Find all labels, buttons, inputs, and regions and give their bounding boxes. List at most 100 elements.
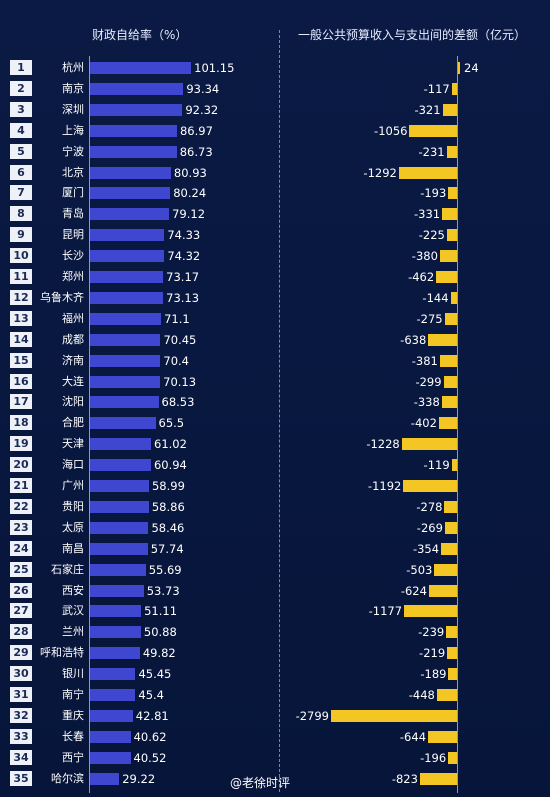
city-label: 银川: [62, 667, 84, 681]
self-sufficiency-bar: [90, 689, 136, 701]
rank-badge: 20: [10, 457, 32, 473]
self-sufficiency-bar: [90, 521, 149, 534]
self-sufficiency-value: 29.22: [122, 771, 156, 786]
self-sufficiency-bar: [90, 312, 162, 325]
budget-gap-bar: [448, 668, 457, 681]
self-sufficiency-value: 58.86: [151, 499, 185, 514]
self-sufficiency-bar: [90, 333, 161, 346]
self-sufficiency-bar: [90, 438, 152, 451]
watermark: @老徐时评: [230, 776, 291, 790]
budget-gap-bar: [439, 354, 457, 367]
self-sufficiency-bar: [90, 605, 142, 618]
rank-badge: 30: [10, 666, 32, 682]
self-sufficiency-bar: [90, 62, 192, 74]
budget-gap-value: 24: [464, 61, 479, 75]
rank-badge: 32: [10, 707, 32, 723]
self-sufficiency-value: 49.82: [142, 646, 176, 661]
self-sufficiency-value: 53.73: [146, 583, 180, 598]
rank-badge: 8: [10, 206, 32, 222]
budget-gap-bar: [448, 751, 457, 764]
self-sufficiency-bar: [90, 584, 144, 597]
city-label: 南京: [62, 81, 84, 95]
rank-badge: 25: [10, 561, 32, 577]
budget-gap-bar: [419, 772, 457, 785]
city-label: 长沙: [62, 249, 84, 263]
self-sufficiency-value: 51.11: [144, 604, 178, 619]
budget-gap-value: -219: [419, 646, 446, 661]
rank-badge: 14: [10, 331, 32, 347]
city-label: 西安: [62, 583, 84, 597]
rank-badge: 9: [10, 227, 32, 243]
rank-badge: 33: [10, 728, 32, 744]
self-sufficiency-bar: [90, 271, 164, 283]
self-sufficiency-value: 68.53: [161, 395, 195, 410]
city-label: 杭州: [62, 61, 84, 74]
rank-badge: 18: [10, 415, 32, 431]
budget-gap-bar: [434, 563, 457, 576]
self-sufficiency-value: 80.93: [173, 165, 207, 180]
budget-gap-value: -144: [422, 290, 449, 305]
budget-gap-value: -225: [418, 228, 445, 243]
budget-gap-value: -381: [411, 353, 438, 368]
rank-badge: 11: [10, 269, 32, 284]
self-sufficiency-bar: [90, 166, 171, 179]
budget-gap-value: -117: [423, 81, 450, 96]
self-sufficiency-value: 86.73: [179, 144, 213, 159]
budget-gap-value: -193: [420, 186, 447, 201]
self-sufficiency-value: 74.32: [167, 249, 201, 264]
self-sufficiency-value: 55.69: [148, 562, 182, 577]
city-label: 宁波: [62, 144, 84, 158]
self-sufficiency-value: 45.45: [138, 667, 172, 682]
self-sufficiency-value: 70.4: [163, 353, 189, 368]
self-sufficiency-value: 58.46: [151, 520, 185, 535]
budget-gap-bar: [398, 166, 457, 179]
budget-gap-value: -462: [408, 270, 435, 284]
self-sufficiency-value: 92.32: [185, 102, 219, 117]
self-sufficiency-bar: [90, 772, 120, 785]
self-sufficiency-bar: [90, 229, 165, 242]
self-sufficiency-bar: [90, 542, 148, 555]
budget-gap-value: -331: [414, 207, 441, 222]
self-sufficiency-value: 40.62: [133, 729, 167, 744]
left-chart-title: 财政自给率（%）: [92, 28, 188, 42]
self-sufficiency-value: 73.13: [166, 290, 200, 305]
self-sufficiency-bar: [90, 668, 136, 681]
budget-gap-bar: [428, 584, 457, 597]
budget-gap-bar: [442, 103, 457, 116]
budget-gap-value: -1192: [367, 479, 402, 493]
budget-gap-bar: [436, 689, 457, 701]
self-sufficiency-bar: [90, 626, 141, 639]
right-chart-title: 一般公共预算收入与支出间的差额（亿元）: [298, 28, 527, 42]
budget-gap-bar: [428, 730, 457, 743]
self-sufficiency-bar: [90, 459, 151, 472]
rank-badge: 15: [10, 352, 32, 368]
budget-gap-value: -823: [391, 771, 418, 786]
rank-badge: 22: [10, 498, 32, 514]
rank-badge: 4: [10, 122, 32, 138]
budget-gap-value: -503: [406, 562, 433, 577]
self-sufficiency-bar: [90, 375, 161, 388]
budget-gap-value: -239: [418, 625, 445, 640]
budget-gap-value: -299: [415, 374, 442, 389]
right-axis-line: [457, 56, 458, 793]
rank-badge: 24: [10, 540, 32, 556]
budget-gap-value: -448: [408, 688, 435, 702]
self-sufficiency-value: 70.13: [163, 374, 197, 389]
city-label: 武汉: [62, 604, 84, 618]
self-sufficiency-value: 45.4: [138, 688, 164, 702]
budget-gap-value: -231: [418, 144, 445, 159]
city-label: 沈阳: [62, 395, 84, 409]
budget-gap-value: -380: [411, 249, 438, 264]
self-sufficiency-bar: [90, 709, 133, 722]
budget-gap-bar: [458, 62, 460, 74]
city-label: 乌鲁木齐: [40, 290, 84, 304]
city-label: 海口: [62, 458, 84, 472]
city-label: 成都: [62, 332, 84, 346]
budget-gap-value: -1056: [374, 123, 408, 138]
rank-badge: 2: [10, 80, 32, 96]
self-sufficiency-bar: [90, 417, 156, 430]
self-sufficiency-value: 86.97: [179, 123, 213, 138]
self-sufficiency-bar: [90, 208, 170, 221]
self-sufficiency-value: 74.33: [167, 228, 201, 243]
